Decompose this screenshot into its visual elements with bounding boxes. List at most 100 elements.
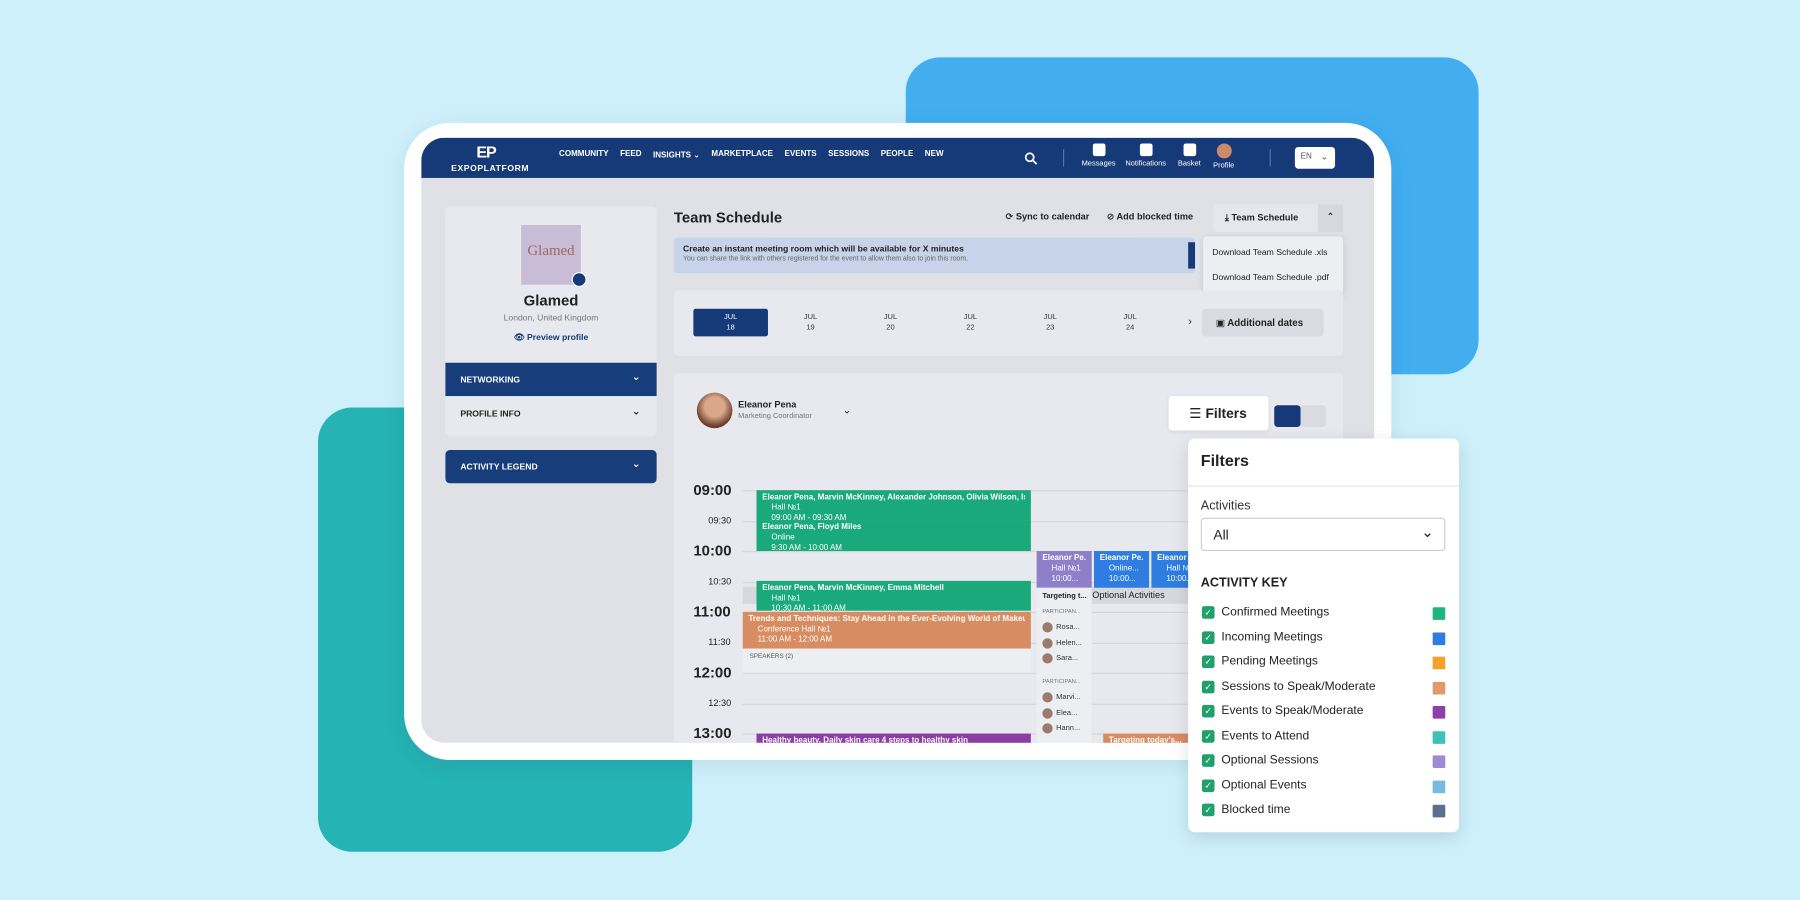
sidebar-item[interactable]: PROFILE INFO ⌄ xyxy=(445,397,657,431)
checkbox[interactable]: ✓ xyxy=(1201,704,1215,718)
participant-avatar xyxy=(1042,692,1053,703)
nav-link[interactable]: FEED xyxy=(620,150,642,159)
date-tab[interactable]: JUL 18 xyxy=(693,308,768,337)
person-dropdown[interactable]: ⌄ xyxy=(842,404,852,416)
chevron: ⌄ xyxy=(631,458,641,470)
diary-event[interactable]: Eleanor Pena, Marvin McKinney, Emma Mitc… xyxy=(756,580,1031,611)
activities-label: Activities xyxy=(1200,499,1251,514)
nav-link[interactable]: MARKETPLACE xyxy=(711,150,774,159)
nav-icon[interactable]: Notifications xyxy=(1111,143,1180,168)
activities-value: All xyxy=(1213,526,1229,543)
participants-label: PARTICIPAN... xyxy=(1042,678,1081,686)
date-month: JUL xyxy=(963,313,978,322)
speakers-label: SPEAKERS (2) xyxy=(749,653,794,661)
event-location: Hall №1 xyxy=(1166,564,1196,573)
blocked-text: Add blocked time xyxy=(1116,211,1194,222)
optional-event[interactable]: Targeting today's... xyxy=(1103,733,1189,743)
icon-label: Notifications xyxy=(1125,159,1166,168)
optional-event[interactable]: Eleanor Pe... Online... 10:00... xyxy=(1094,551,1150,588)
download-option[interactable]: Download Team Schedule .xls xyxy=(1212,246,1328,258)
chevron: ⌄ xyxy=(690,151,700,160)
nav-link[interactable]: COMMUNITY xyxy=(559,150,609,159)
date-tab[interactable]: JUL 22 xyxy=(933,309,1008,337)
export-button[interactable]: ⤓ Team Schedule ⌃ xyxy=(1213,204,1344,232)
sidebar-item[interactable]: NETWORKING ⌄ xyxy=(445,362,657,397)
time-label: 09:00 xyxy=(693,480,732,499)
date-month: JUL xyxy=(803,313,818,322)
nav-link[interactable]: NEW xyxy=(924,150,944,159)
diary-event[interactable]: Trends and Techniques: Stay Ahead in the… xyxy=(742,611,1031,649)
optional-event[interactable]: Eleanor Pe... Hall №1 10:00... xyxy=(1036,551,1092,588)
logo[interactable]: EXPOPLATFORM xyxy=(451,163,530,174)
nav-icon[interactable]: Profile xyxy=(1189,143,1258,170)
participant: Helen... xyxy=(1042,637,1082,649)
nav-link[interactable]: INSIGHTS ⌄ xyxy=(653,151,700,160)
date-tab[interactable]: JUL 24 xyxy=(1093,309,1168,337)
diary-event[interactable]: Eleanor Pena, Marvin McKinney, Alexander… xyxy=(756,490,1031,521)
additional-dates[interactable]: ▣ Additional dates xyxy=(1201,308,1324,337)
date-day: 23 xyxy=(1046,323,1055,332)
date-tab[interactable]: JUL 19 xyxy=(773,309,848,337)
filters-button[interactable]: ☰ Filters xyxy=(1168,396,1269,431)
camera-button[interactable] xyxy=(571,272,587,287)
date-tab[interactable]: JUL 20 xyxy=(853,309,928,337)
date-month: JUL xyxy=(1123,313,1137,322)
event-title: Trends and Techniques: Stay Ahead in the… xyxy=(748,615,1026,624)
profile-logo: Glamed xyxy=(521,224,581,285)
nav-icon[interactable]: Messages xyxy=(1064,143,1133,168)
list-view-button[interactable] xyxy=(1300,405,1326,428)
separator xyxy=(1188,485,1460,487)
participant-name: Rosa... xyxy=(1056,623,1080,632)
key-name: Confirmed Meetings xyxy=(1221,604,1330,619)
diary-event[interactable]: Eleanor Pena, Floyd Miles Online 9:30 AM -… xyxy=(756,520,1031,552)
search-icon[interactable] xyxy=(1024,152,1038,166)
schedule-title: Team Schedule xyxy=(673,208,783,227)
sidebar-label: NETWORKING xyxy=(460,374,521,385)
nav-link[interactable]: SESSIONS xyxy=(828,150,870,159)
time-label: 12:00 xyxy=(693,663,732,681)
banner-button[interactable] xyxy=(1188,242,1196,269)
nav-icon[interactable]: Basket xyxy=(1155,143,1224,168)
event-title: Eleanor Pe... xyxy=(1042,554,1086,563)
profile-card: Glamed Glamed London, United Kingdom 👁 P… xyxy=(445,206,657,437)
sidebar-item[interactable]: ACTIVITY LEGEND ⌄ xyxy=(445,449,657,484)
icon-label: Messages xyxy=(1081,159,1116,168)
date-month: JUL xyxy=(883,313,898,322)
preview-profile[interactable]: 👁 Preview profile xyxy=(513,331,589,343)
calendar-view-button[interactable] xyxy=(1274,405,1301,428)
checkbox[interactable]: ✓ xyxy=(1201,754,1215,767)
session-title: Targeting t... xyxy=(1042,592,1087,601)
language-select[interactable]: EN ⌄ xyxy=(1294,146,1336,169)
time-label: 10:00 xyxy=(693,541,732,560)
date-tab[interactable]: JUL 23 xyxy=(1013,309,1088,337)
grid-line xyxy=(742,581,1329,583)
dates-card: › ▣ Additional dates JUL 18 JUL 19 JUL 20 JUL 2… xyxy=(673,290,1344,356)
avatar xyxy=(696,392,733,429)
next-arrow[interactable]: › xyxy=(1188,315,1192,329)
activities-select[interactable]: All ⌄ xyxy=(1200,517,1446,552)
checkbox[interactable]: ✓ xyxy=(1201,680,1215,693)
participant-avatar xyxy=(1042,723,1053,734)
event-title: Eleanor Pena, Marvin McKinney, Alexander… xyxy=(762,493,1025,502)
language: EN xyxy=(1300,152,1312,161)
profile-name: Glamed xyxy=(523,291,579,309)
date-month: JUL xyxy=(724,313,738,322)
key-name: Events to Attend xyxy=(1221,728,1310,743)
nav-link[interactable]: EVENTS xyxy=(784,150,817,159)
checkbox[interactable]: ✓ xyxy=(1201,803,1215,817)
chevron: ⌄ xyxy=(631,370,641,383)
add-blocked-time[interactable]: ⊘ Add blocked time xyxy=(1106,211,1194,222)
logo-mark[interactable]: EP xyxy=(476,142,496,161)
date-day: 22 xyxy=(966,323,975,332)
checkbox[interactable]: ✓ xyxy=(1201,655,1215,669)
diary-event[interactable]: Healthy beauty. Daily skin care 4 steps … xyxy=(756,733,1031,743)
date-day: 19 xyxy=(806,323,815,332)
checkbox[interactable]: ✓ xyxy=(1201,729,1215,743)
checkbox[interactable]: ✓ xyxy=(1201,630,1215,644)
checkbox[interactable]: ✓ xyxy=(1201,606,1215,619)
nav-link[interactable]: PEOPLE xyxy=(880,150,914,159)
download-option[interactable]: Download Team Schedule .pdf xyxy=(1212,272,1329,283)
key-color xyxy=(1432,631,1446,645)
checkbox[interactable]: ✓ xyxy=(1201,778,1215,792)
sync-calendar[interactable]: ⟳ Sync to calendar xyxy=(1005,211,1090,222)
